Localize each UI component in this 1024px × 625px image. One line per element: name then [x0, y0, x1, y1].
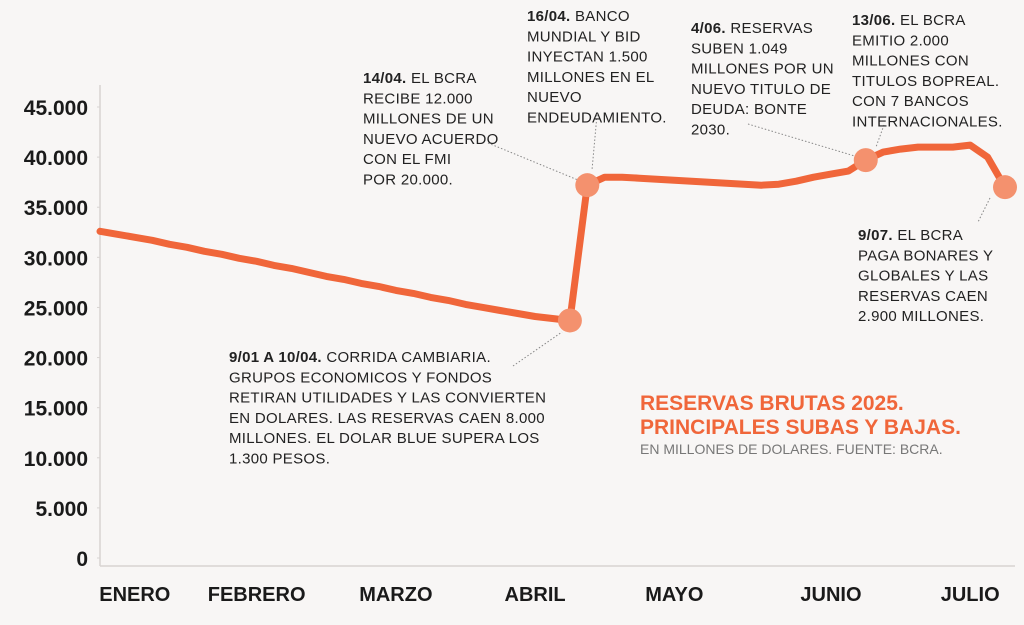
- annotation: 4/06. RESERVAS SUBEN 1.049 MILLONES POR UN…: [691, 20, 834, 139]
- marker: [853, 148, 878, 173]
- annotation-line: RESERVAS CAEN: [858, 288, 988, 305]
- x-tick-label: FEBRERO: [208, 584, 306, 606]
- annotation-line: 1.300 PESOS.: [229, 451, 330, 468]
- annotation-line: GRUPOS ECONOMICOS Y FONDOS: [229, 369, 492, 386]
- annotation-line: NUEVO: [527, 89, 582, 106]
- marker: [993, 175, 1017, 200]
- annotation-line: EMITIO 2.000: [852, 32, 949, 49]
- leader-line: [747, 123, 859, 158]
- annotation-text: EL BCRA: [407, 70, 477, 87]
- annotation-date: 4/06.: [691, 20, 726, 37]
- x-tick-label: MAYO: [645, 584, 703, 606]
- annotation-text: BANCO: [571, 8, 630, 25]
- annotation: 9/07. EL BCRA PAGA BONARES Y GLOBALES Y LA…: [858, 227, 993, 325]
- leader-line: [487, 142, 579, 181]
- annotation-line: GLOBALES Y LAS: [858, 268, 988, 285]
- y-tick-label: 10.000: [24, 448, 88, 471]
- y-tick-label: 15.000: [24, 398, 88, 421]
- annotation-line: RETIRAN UTILIDADES Y LAS CONVIERTEN: [229, 390, 546, 407]
- annotation-line: 2.900 MILLONES.: [858, 308, 984, 325]
- annotation-text: CORRIDA CAMBIARIA.: [322, 349, 491, 366]
- leader-line: [875, 124, 885, 148]
- x-tick-label: MARZO: [359, 584, 432, 606]
- annotation: 9/01 A 10/04. CORRIDA CAMBIARIA. GRUPOS E…: [229, 349, 546, 468]
- annotation-line: MILLONES. EL DOLAR BLUE SUPERA LOS: [229, 430, 540, 447]
- y-tick-label: 45.000: [24, 97, 88, 120]
- annotation-text: EL BCRA: [893, 227, 963, 244]
- x-tick-label: JUNIO: [800, 584, 861, 606]
- annotation-line: CON EL FMI: [363, 151, 451, 168]
- annotation-line: PAGA BONARES Y: [858, 247, 993, 264]
- annotation-line: MILLONES EN EL: [527, 69, 655, 86]
- marker: [575, 173, 600, 198]
- annotation-date: 16/04.: [527, 8, 571, 25]
- annotation-date: 9/07.: [858, 227, 893, 244]
- chart-subtitle: EN MILLONES DE DOLARES. FUENTE: BCRA.: [640, 441, 943, 457]
- annotation-date: 13/06.: [852, 12, 896, 29]
- annotation-line: 14/04. EL BCRA: [363, 70, 477, 87]
- annotation-line: MILLONES POR UN: [691, 61, 834, 78]
- annotation-line: NUEVO TITULO DE: [691, 81, 831, 98]
- annotation-date: 14/04.: [363, 70, 407, 87]
- annotation-line: POR 20.000.: [363, 172, 453, 189]
- annotation: 16/04. BANCO MUNDIAL Y BID INYECTAN 1.500 M…: [527, 8, 667, 127]
- y-tick-label: 35.000: [24, 197, 88, 220]
- annotation-line: INTERNACIONALES.: [852, 114, 1003, 131]
- line: [96, 141, 1009, 324]
- annotation-line: 16/04. BANCO: [527, 8, 630, 25]
- annotation-line: NUEVO ACUERDO: [363, 131, 499, 148]
- leader-line: [591, 114, 598, 171]
- annotation-line: MILLONES DE UN: [363, 111, 494, 128]
- x-tick-label: ABRIL: [505, 584, 566, 606]
- annotation-line: RECIBE 12.000: [363, 90, 473, 107]
- annotation-line: MUNDIAL Y BID: [527, 28, 641, 45]
- annotation-line: ENDEUDAMIENTO.: [527, 110, 667, 127]
- annotation-line: 9/07. EL BCRA: [858, 227, 963, 244]
- annotation-line: EN DOLARES. LAS RESERVAS CAEN 8.000: [229, 410, 545, 427]
- y-tick-label: 30.000: [24, 247, 88, 270]
- annotation-line: CON 7 BANCOS: [852, 93, 969, 110]
- annotation: 13/06. EL BCRA EMITIO 2.000 MILLONES CON TI…: [852, 12, 1003, 131]
- annotation-line: 4/06. RESERVAS: [691, 20, 813, 37]
- annotation-date: 9/01 A 10/04.: [229, 349, 322, 366]
- leader-line: [512, 331, 563, 367]
- annotation-line: MILLONES CON: [852, 53, 969, 70]
- y-tick-label: 20.000: [24, 348, 88, 371]
- annotation-line: 2030.: [691, 122, 730, 139]
- leader-line: [977, 197, 991, 223]
- y-tick-label: 0: [76, 548, 88, 571]
- x-tick-label: ENERO: [99, 584, 170, 606]
- y-tick-label: 5.000: [35, 498, 88, 521]
- annotation-line: SUBEN 1.049: [691, 40, 788, 57]
- x-tick-label: JULIO: [941, 584, 1000, 606]
- annotation-line: INYECTAN 1.500: [527, 49, 648, 66]
- chart-title: PRINCIPALES SUBAS Y BAJAS.: [640, 416, 961, 439]
- marker: [557, 308, 582, 333]
- y-tick-label: 25.000: [24, 297, 88, 320]
- annotation-line: DEUDA: BONTE: [691, 101, 807, 118]
- annotation-text: RESERVAS: [726, 20, 813, 37]
- chart-title: RESERVAS BRUTAS 2025.: [640, 392, 904, 415]
- annotation: 14/04. EL BCRA RECIBE 12.000 MILLONES DE U…: [363, 70, 499, 189]
- annotation-line: TITULOS BOPREAL.: [852, 73, 999, 90]
- annotation-text: EL BCRA: [896, 12, 966, 29]
- annotation-line: 13/06. EL BCRA: [852, 12, 966, 29]
- y-tick-label: 40.000: [24, 147, 88, 170]
- annotation-line: 9/01 A 10/04. CORRIDA CAMBIARIA.: [229, 349, 491, 366]
